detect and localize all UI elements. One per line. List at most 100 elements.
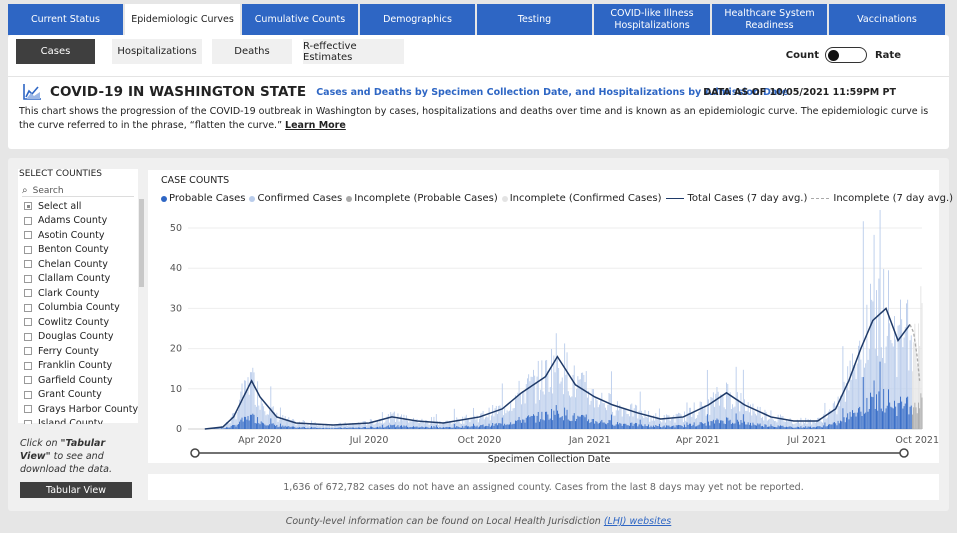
county-item[interactable]: Douglas County	[18, 330, 144, 345]
county-item[interactable]: Franklin County	[18, 359, 144, 374]
bar-probable	[331, 427, 333, 429]
county-item[interactable]: Benton County	[18, 243, 144, 258]
checkbox[interactable]	[24, 332, 32, 341]
county-item[interactable]: Chelan County	[18, 257, 144, 272]
legend-item[interactable]: Incomplete (Confirmed Cases)	[501, 193, 662, 204]
bar-probable	[233, 425, 235, 429]
bar-probable	[739, 424, 741, 429]
tab-demographics[interactable]: Demographics	[360, 4, 475, 35]
bar-confirmed	[660, 421, 662, 429]
checkbox[interactable]	[24, 390, 32, 399]
bar-confirmed	[416, 419, 418, 429]
date-slider-end-handle[interactable]	[899, 448, 909, 458]
county-item[interactable]: Columbia County	[18, 301, 144, 316]
bar-probable	[368, 427, 370, 429]
legend-item[interactable]: Total Cases (7 day avg.)	[665, 193, 807, 204]
bar-probable	[387, 425, 389, 429]
checkbox[interactable]	[24, 216, 32, 225]
lhj-websites-link[interactable]: (LHJ) websites	[603, 516, 672, 527]
bar-probable	[564, 407, 566, 429]
county-list-scrollbar[interactable]	[139, 199, 144, 287]
bar-probable	[231, 425, 233, 429]
bar-probable	[787, 427, 789, 429]
county-item[interactable]: Ferry County	[18, 344, 144, 359]
tab-epidemiologic-curves[interactable]: Epidemiologic Curves	[125, 4, 240, 36]
county-item[interactable]: Adams County	[18, 214, 144, 229]
learn-more-link[interactable]: Learn More	[285, 120, 346, 131]
bar-probable	[402, 426, 404, 429]
tab-cumulative-counts[interactable]: Cumulative Counts	[242, 4, 358, 35]
bar-probable	[401, 425, 402, 429]
checkbox[interactable]	[24, 405, 32, 414]
bar-confirmed	[771, 416, 773, 429]
tab-current-status[interactable]: Current Status	[8, 4, 123, 35]
checkbox[interactable]	[24, 202, 32, 211]
select-all-item[interactable]: Select all	[18, 199, 144, 214]
bar-confirmed	[722, 396, 724, 429]
tab-covid-like-illness[interactable]: COVID-like Illness Hospitalizations	[594, 4, 710, 35]
tab-vaccinations[interactable]: Vaccinations	[829, 4, 945, 35]
tab-healthcare-readiness[interactable]: Healthcare System Readiness	[712, 4, 827, 35]
bar-confirmed	[327, 426, 329, 429]
checkbox[interactable]	[24, 347, 32, 356]
bar-confirmed	[883, 268, 885, 429]
legend-item[interactable]: Confirmed Cases	[249, 193, 342, 204]
bar-probable	[553, 410, 555, 429]
county-item[interactable]: Cowlitz County	[18, 315, 144, 330]
subtab-cases[interactable]: Cases	[16, 39, 95, 64]
tab-testing[interactable]: Testing	[477, 4, 592, 35]
checkbox[interactable]	[24, 361, 32, 370]
county-item[interactable]: Clallam County	[18, 272, 144, 287]
county-item[interactable]: Asotin County	[18, 228, 144, 243]
bar-confirmed	[628, 416, 630, 429]
tabular-view-button[interactable]: Tabular View	[20, 482, 132, 498]
bar-probable	[264, 424, 266, 429]
checkbox[interactable]	[24, 274, 32, 283]
checkbox[interactable]	[24, 231, 32, 240]
checkbox[interactable]	[24, 303, 32, 312]
bar-probable	[792, 427, 793, 429]
checkbox[interactable]	[24, 245, 32, 254]
bar-confirmed	[372, 421, 374, 429]
checkbox[interactable]	[24, 318, 32, 327]
date-slider-start-handle[interactable]	[190, 448, 200, 458]
county-item[interactable]: Clark County	[18, 286, 144, 301]
bar-probable	[684, 424, 686, 429]
subtab-r-effective[interactable]: R-effective Estimates	[303, 39, 404, 64]
county-item[interactable]: Grays Harbor County	[18, 402, 144, 417]
legend-item[interactable]: Incomplete (7 day avg.)	[811, 193, 953, 204]
bar-probable	[879, 361, 881, 429]
count-rate-toggle[interactable]	[824, 47, 867, 63]
bar-confirmed	[842, 346, 844, 429]
county-item[interactable]: Grant County	[18, 388, 144, 403]
bar-confirmed	[674, 422, 676, 429]
checkbox[interactable]	[24, 376, 32, 385]
bar-confirmed	[909, 340, 911, 429]
bar-confirmed	[866, 304, 868, 429]
subtab-hospitalizations[interactable]: Hospitalizations	[112, 39, 202, 64]
checkbox[interactable]	[24, 419, 32, 424]
county-item[interactable]: Island County	[18, 417, 144, 424]
legend-item[interactable]: Incomplete (Probable Cases)	[346, 193, 498, 204]
bar-confirmed	[676, 414, 678, 429]
county-item[interactable]: Garfield County	[18, 373, 144, 388]
bar-confirmed	[607, 404, 609, 429]
bar-probable	[516, 420, 518, 429]
bar-confirmed	[740, 393, 742, 429]
bar-probable	[513, 423, 515, 429]
checkbox[interactable]	[24, 289, 32, 298]
bar-confirmed	[602, 403, 604, 429]
bar-probable	[419, 427, 420, 429]
bar-probable	[874, 408, 876, 429]
bar-confirmed	[344, 422, 346, 429]
subtab-deaths[interactable]: Deaths	[212, 39, 292, 64]
x-tick-label: Jul 2020	[349, 435, 389, 446]
bar-confirmed	[555, 333, 557, 429]
legend-item[interactable]: Probable Cases	[161, 193, 245, 204]
bar-confirmed	[565, 374, 567, 429]
bar-probable	[313, 427, 315, 429]
county-search[interactable]: ⌕ Search	[22, 185, 134, 197]
bar-probable	[272, 423, 274, 429]
bar-probable	[349, 427, 351, 429]
checkbox[interactable]	[24, 260, 32, 269]
